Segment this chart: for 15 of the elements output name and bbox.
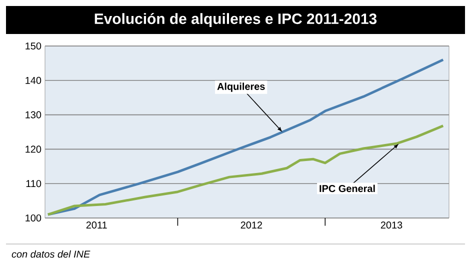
text: con datos del INE	[12, 250, 90, 258]
x-tick-label: 2012	[240, 222, 262, 229]
y-tick-label: 150	[26, 42, 42, 50]
y-tick-label: 140	[26, 76, 42, 84]
chart-title: Evolución de alquileres e IPC 2011-2013	[94, 12, 377, 28]
y-tick-label: 100	[26, 214, 42, 222]
y-tick-label: 110	[26, 180, 42, 188]
annotation: IPC General	[320, 184, 375, 192]
x-tick-label: 2011	[86, 222, 107, 229]
y-tick-label: 130	[26, 111, 42, 118]
line-series	[46, 58, 444, 216]
x-tick-label: 2013	[380, 222, 402, 229]
y-tick-label: 120	[26, 146, 42, 153]
annotation: Alquileres	[217, 82, 265, 92]
line-series	[46, 124, 444, 216]
